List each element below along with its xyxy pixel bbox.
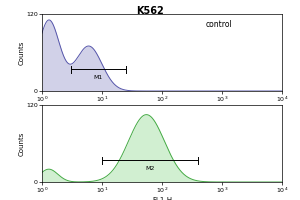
Y-axis label: Counts: Counts xyxy=(19,40,25,65)
Text: K562: K562 xyxy=(136,6,164,16)
Text: control: control xyxy=(205,20,232,29)
Text: M1: M1 xyxy=(94,75,103,80)
Y-axis label: Counts: Counts xyxy=(19,131,25,156)
Text: M2: M2 xyxy=(146,166,155,171)
X-axis label: FL1-H: FL1-H xyxy=(152,106,172,112)
X-axis label: FL1-H: FL1-H xyxy=(152,197,172,200)
